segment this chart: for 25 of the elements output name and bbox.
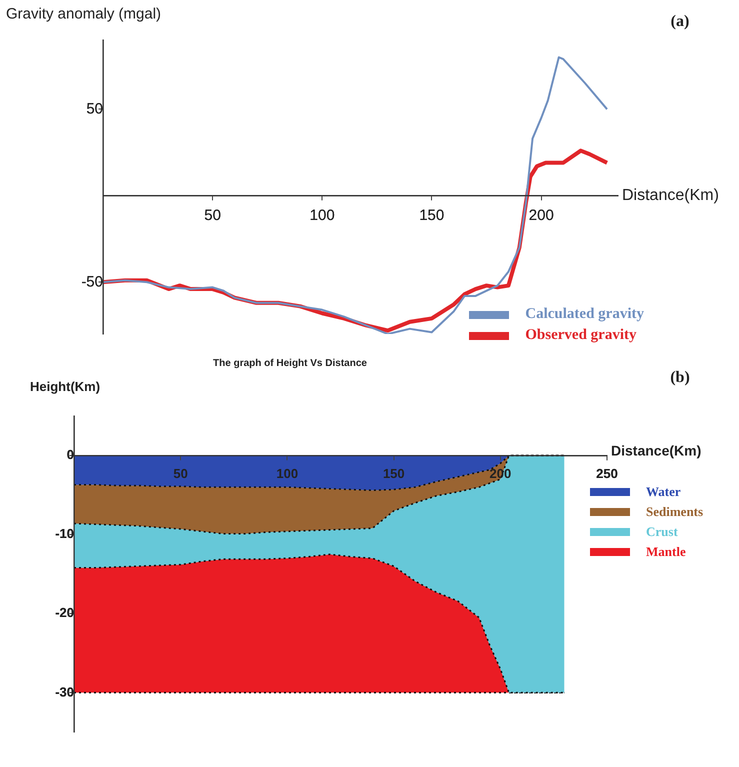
legend-label: Mantle (646, 544, 686, 560)
y-tick-label: -50 (81, 273, 103, 290)
x-tick-label: 150 (419, 206, 444, 224)
legend-label: Observed gravity (525, 327, 636, 344)
y-axis-title: Height(Km) (30, 379, 100, 394)
text: (b) (670, 369, 690, 386)
chart-title: The graph of Height Vs Distance (213, 358, 368, 369)
y-tick-label: -10 (55, 526, 74, 542)
x-axis-title: Distance(Km) (611, 442, 702, 458)
legend-label: Sediments (646, 504, 704, 520)
text: (a) (670, 13, 690, 30)
x-tick-label: 50 (173, 466, 188, 481)
x-axis-title: Distance(Km) (622, 187, 719, 204)
x-tick-label: 100 (276, 466, 298, 481)
x-tick-label: 150 (382, 466, 405, 481)
x-tick-label: 100 (310, 206, 335, 224)
y-tick-label: -20 (55, 605, 74, 620)
legend-label: Calculated gravity (525, 306, 644, 323)
x-tick-label: 50 (204, 206, 221, 224)
legend-label: Crust (646, 524, 678, 540)
legend-label: Water (646, 484, 681, 500)
y-tick-label: -30 (55, 684, 74, 700)
y-axis-title: Gravity anomaly (mgal) (6, 6, 162, 23)
x-tick-label: 250 (596, 466, 618, 481)
x-tick-label: 200 (528, 206, 554, 224)
